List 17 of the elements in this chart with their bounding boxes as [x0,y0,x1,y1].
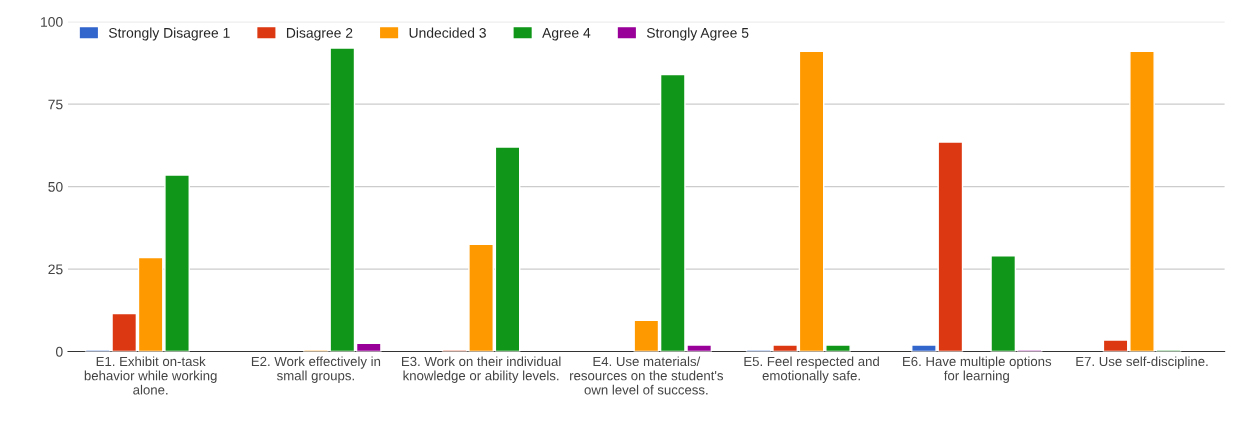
legend-label: Strongly Agree 5 [646,27,749,41]
x-tick-label: E2. Work effectively in small groups. [251,356,381,383]
x-tick-label: E1. Exhibit on-task behavior while working alone. [84,356,217,395]
legend-label: Agree 4 [542,28,591,41]
x-tick-label: E7. Use self-discipline. [1076,356,1208,369]
y-tick-label: 100 [41,17,63,27]
y-tick-label: 50 [48,181,63,192]
y-tick-label: 25 [48,264,63,275]
x-tick-label: E6. Have multiple options for learning [903,356,1052,383]
legend-label: Strongly Disagree 1 [108,27,230,41]
x-tick-label: E5. Feel respected and emotionally safe. [744,356,879,383]
legend-label: Disagree 2 [286,27,353,41]
x-tick-label: E4. Use materials/ resources on the student's own level of success. [570,356,724,395]
y-tick-label: 0 [55,346,63,357]
y-tick-label: 75 [48,99,63,110]
legend-label: Undecided 3 [409,27,486,38]
x-tick-label: E3. Work on their individual knowledge or ability levels. [402,356,561,383]
